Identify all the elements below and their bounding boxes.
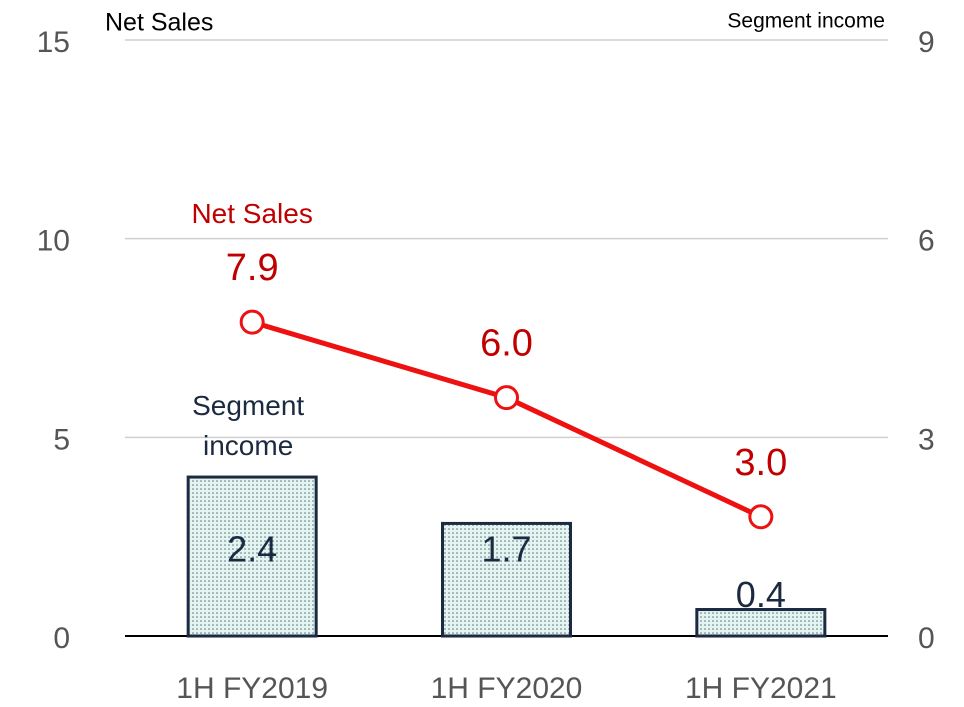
bar-value-label: 0.4 (736, 574, 786, 615)
line-value-label: 3.0 (734, 442, 787, 484)
bar (695, 608, 827, 638)
y-tick-label: 10 (37, 225, 70, 258)
x-tick-label: 1H FY2019 (176, 672, 328, 705)
bar-value-label: 1.7 (481, 529, 531, 570)
line-value-label: 7.9 (226, 247, 279, 289)
y2-tick-label: 3 (918, 423, 935, 456)
y-tick-label: 0 (53, 622, 70, 655)
bar (441, 521, 572, 638)
x-tick-label: 1H FY2021 (685, 672, 837, 705)
bar (186, 475, 318, 638)
y-tick-label: 15 (37, 26, 70, 59)
line-value-label: 6.0 (480, 323, 533, 365)
y2-tick-label: 9 (918, 26, 935, 59)
y2-tick-label: 6 (918, 225, 935, 258)
y-tick-label: 5 (53, 423, 70, 456)
bar-series-label: Segment income (192, 390, 305, 461)
line-point (748, 504, 774, 530)
line-point (239, 309, 265, 335)
x-tick-label: 1H FY2020 (431, 672, 583, 705)
y2-axis-title: Segment income (727, 10, 885, 33)
line-point (494, 385, 519, 411)
y-axis-title: Net Sales (105, 9, 213, 37)
line-series-label: Net Sales (191, 198, 313, 229)
bar-value-label: 2.4 (227, 529, 277, 570)
y2-tick-label: 0 (918, 622, 935, 655)
